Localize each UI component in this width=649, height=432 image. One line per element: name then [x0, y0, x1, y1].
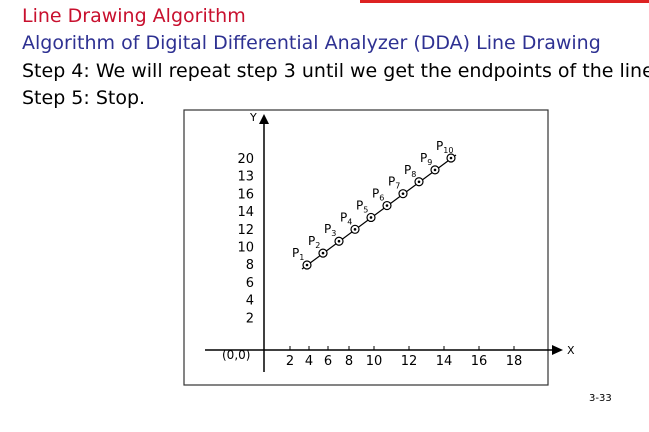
point-label: P10 — [436, 139, 453, 155]
x-label: 10 — [366, 354, 383, 369]
point-letter: P — [420, 151, 427, 165]
origin-label: (0,0) — [222, 348, 250, 362]
x-arrow — [552, 345, 563, 355]
x-label: 6 — [324, 354, 332, 369]
top-rule — [360, 0, 649, 3]
point-label: P4 — [340, 210, 352, 226]
point-label: P5 — [356, 198, 368, 214]
point-dot — [433, 168, 437, 172]
dda-line — [301, 154, 457, 270]
subtitle: Algorithm of Digital Differential Analyz… — [22, 32, 601, 54]
point-dot — [305, 263, 309, 267]
figure-frame — [183, 109, 549, 386]
point-letter: P — [340, 210, 347, 224]
point-subscript: 6 — [379, 194, 384, 203]
step: Step 4: We will repeat step 3 until we g… — [22, 60, 649, 82]
point-subscript: 4 — [347, 217, 352, 226]
y-axis-label: Y — [249, 111, 257, 124]
point-letter: P — [372, 187, 379, 201]
x-label: 12 — [401, 354, 418, 369]
x-label: 2 — [286, 354, 294, 369]
y-label: 4 — [246, 294, 254, 309]
point-subscript: 3 — [331, 229, 336, 238]
point-subscript: 1 — [299, 253, 304, 262]
x-label: 14 — [436, 354, 453, 369]
point-label: P9 — [420, 151, 432, 167]
point-subscript: 5 — [363, 205, 368, 214]
point-dot — [337, 239, 341, 243]
point-dot — [449, 156, 453, 160]
x-label: 16 — [471, 354, 488, 369]
point-dot — [321, 251, 325, 255]
y-label: 13 — [237, 170, 254, 185]
point-dot — [401, 192, 405, 195]
y-label: 14 — [237, 205, 254, 220]
point-subscript: 7 — [395, 182, 400, 191]
point-letter: P — [356, 198, 363, 212]
point-label: P1 — [292, 246, 304, 262]
point-label: P8 — [404, 163, 416, 179]
x-label: 18 — [506, 354, 523, 369]
point-dot — [385, 204, 389, 207]
step: Step 5: Stop. — [22, 87, 146, 109]
point-subscript: 2 — [315, 241, 320, 250]
y-label: 6 — [246, 276, 254, 291]
point-letter: P — [308, 234, 315, 248]
y-arrow — [259, 114, 269, 124]
point-letter: P — [324, 222, 331, 236]
point-dot — [353, 228, 357, 231]
point-label: P3 — [324, 222, 336, 238]
y-label: 16 — [237, 187, 254, 202]
point-letter: P — [404, 163, 411, 177]
point-label: P7 — [388, 175, 400, 191]
page-number: 3-33 — [589, 393, 612, 404]
x-axis-label: X — [567, 344, 575, 357]
y-label: 20 — [237, 152, 254, 167]
point-subscript: 8 — [411, 170, 416, 179]
y-label: 8 — [246, 258, 254, 273]
x-label: 4 — [305, 354, 313, 369]
point-subscript: 9 — [427, 158, 432, 167]
point-letter: P — [292, 246, 299, 260]
x-label: 8 — [345, 354, 353, 369]
point-dot — [417, 180, 421, 184]
y-label: 2 — [246, 311, 254, 326]
y-label: 12 — [237, 223, 254, 238]
point-dot — [369, 216, 373, 219]
point-letter: P — [436, 139, 443, 153]
y-label: 10 — [237, 241, 254, 256]
point-label: P2 — [308, 234, 320, 250]
point-letter: P — [388, 175, 395, 189]
point-label: P6 — [372, 187, 384, 203]
title: Line Drawing Algorithm — [22, 5, 246, 27]
point-subscript: 10 — [443, 146, 453, 155]
